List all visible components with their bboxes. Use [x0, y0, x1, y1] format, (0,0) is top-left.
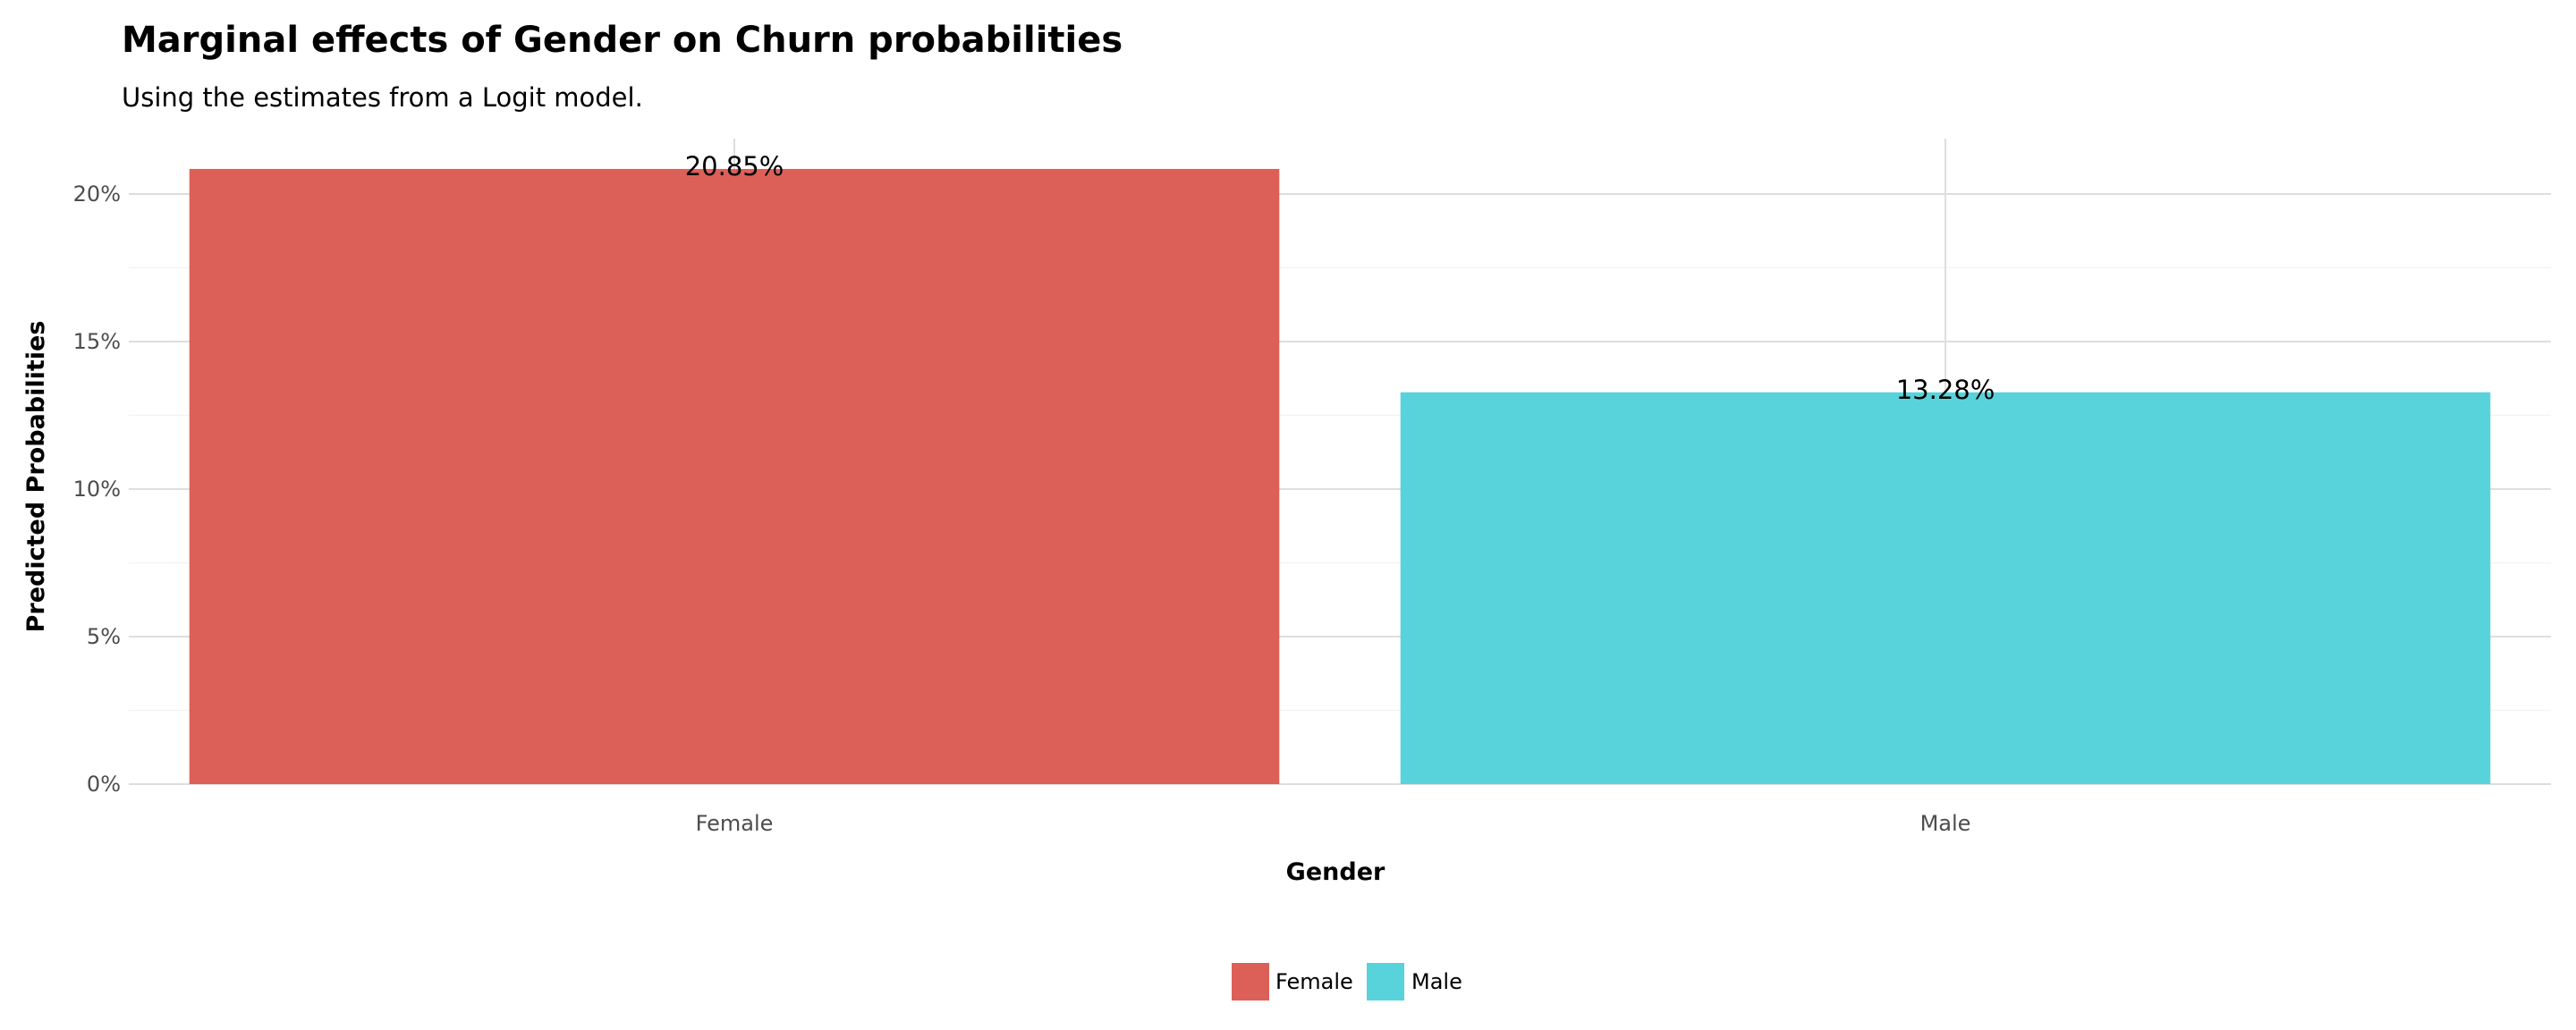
bar-value-label: 13.28%: [1896, 375, 1996, 405]
y-tick-label: 5%: [87, 624, 121, 649]
y-tick-label: 10%: [73, 477, 121, 502]
y-tick-label: 20%: [73, 182, 121, 207]
legend-key-male: [1367, 963, 1404, 1000]
y-tick-label: 0%: [87, 772, 121, 797]
x-tick-label: Male: [1920, 811, 1971, 836]
bar-male: [1400, 392, 2491, 784]
x-axis-title: Gender: [1286, 858, 1385, 886]
bars: [189, 168, 2491, 784]
y-tick-label: 15%: [73, 329, 121, 354]
legend: Female Male: [1232, 963, 1462, 1000]
legend-label: Female: [1275, 969, 1353, 994]
chart-title: Marginal effects of Gender on Churn prob…: [122, 20, 1123, 61]
legend-label: Male: [1411, 969, 1462, 994]
x-axis-ticks: Female Male: [696, 811, 1971, 836]
chart-subtitle: Using the estimates from a Logit model.: [122, 82, 643, 113]
bar-value-labels: 20.85% 13.28%: [685, 151, 1996, 405]
x-tick-label: Female: [696, 811, 774, 836]
legend-key-female: [1232, 963, 1269, 1000]
bar-value-label: 20.85%: [685, 151, 784, 182]
y-axis-title: Predicted Probabilities: [22, 321, 50, 633]
bar-female: [189, 168, 1280, 784]
y-axis-ticks: 0% 5% 10% 15% 20%: [73, 182, 121, 797]
